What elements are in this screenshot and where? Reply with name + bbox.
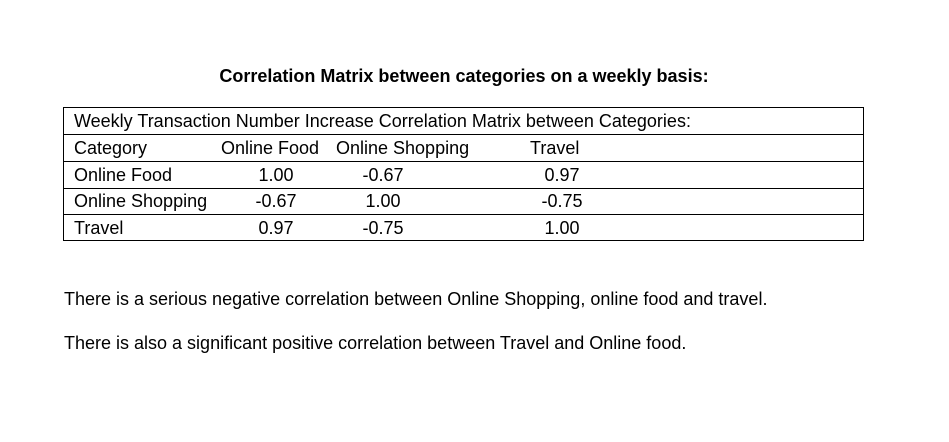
cell-travel: -0.75	[541, 191, 583, 211]
cell-online-food: 1.00	[258, 165, 294, 185]
header-online-food: Online Food	[221, 138, 320, 158]
table-row: Online Food 1.00 -0.67 0.97	[64, 162, 863, 189]
cell-travel: 1.00	[544, 218, 580, 238]
row-category-label: Online Food	[74, 165, 173, 185]
row-category-label: Online Shopping	[74, 191, 208, 211]
header-category: Category	[74, 138, 148, 158]
cell-online-shopping: -0.75	[362, 218, 404, 238]
cell-online-food: -0.67	[255, 191, 297, 211]
row-category-label: Travel	[74, 218, 124, 238]
header-travel: Travel	[530, 138, 580, 158]
cell-online-shopping: 1.00	[365, 191, 401, 211]
table-title: Weekly Transaction Number Increase Corre…	[74, 111, 691, 131]
cell-travel: 0.97	[544, 165, 580, 185]
cell-online-shopping: -0.67	[362, 165, 404, 185]
table-title-row: Weekly Transaction Number Increase Corre…	[64, 108, 863, 135]
page-heading: Correlation Matrix between categories on…	[219, 66, 709, 86]
paragraph-positive-correlation: There is also a significant positive cor…	[64, 333, 687, 353]
table-row: Online Shopping -0.67 1.00 -0.75	[64, 188, 863, 215]
correlation-matrix-table: Weekly Transaction Number Increase Corre…	[63, 107, 864, 241]
table-row: Travel 0.97 -0.75 1.00	[64, 215, 863, 241]
table-header-row: Category Online Food Online Shopping Tra…	[64, 135, 863, 162]
cell-online-food: 0.97	[258, 218, 294, 238]
header-online-shopping: Online Shopping	[336, 138, 470, 158]
paragraph-negative-correlation: There is a serious negative correlation …	[64, 289, 768, 309]
